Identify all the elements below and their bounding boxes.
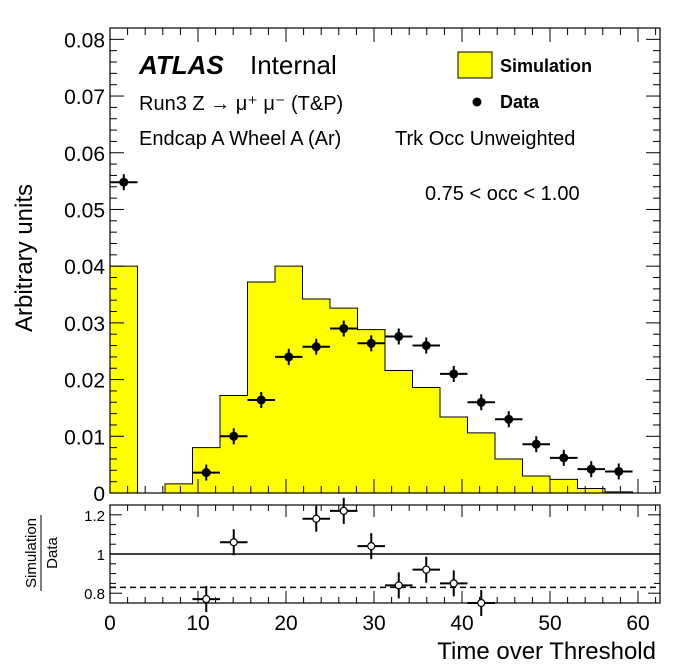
ratio-y-label-denominator: Data (44, 537, 61, 569)
y-axis-label: Arbitrary units (11, 184, 38, 332)
ratio-points (192, 497, 495, 616)
data-point (229, 431, 239, 441)
simulation-bar (440, 417, 468, 493)
legend-data-marker (472, 97, 482, 107)
y-tick-label: 0.07 (64, 86, 105, 109)
simulation-bar (275, 266, 303, 493)
ratio-panel: 0.8 1 1.2 0 10 20 30 40 50 60 Simulation Data Tim… (23, 497, 661, 665)
x-tick-label: 20 (274, 612, 297, 635)
simulation-outline (109, 265, 660, 494)
data-point (614, 466, 624, 476)
weighting-label: Trk Occ Unweighted (395, 128, 575, 150)
ratio-y-tick-label: 1 (97, 547, 105, 564)
simulation-bar (330, 308, 358, 493)
main-axis-ticks: 0 0.01 0.02 0.03 0.04 0.05 0.06 0.07 0.08 (64, 27, 660, 506)
ratio-point (449, 579, 458, 588)
ratio-y-label-numerator: Simulation (23, 518, 40, 588)
x-tick-label: 10 (186, 612, 209, 635)
simulation-bar (357, 329, 385, 493)
data-point (586, 464, 596, 474)
ratio-point (339, 506, 348, 515)
ratio-point (367, 542, 376, 551)
ratio-axis-ticks: 0.8 1 1.2 0 10 20 30 40 50 60 (84, 505, 660, 635)
data-point (504, 414, 514, 424)
ratio-point (477, 598, 486, 608)
data-point (421, 341, 431, 351)
simulation-bar (577, 488, 605, 493)
data-point (366, 338, 376, 348)
legend-simulation-swatch (457, 51, 493, 79)
simulation-bar (522, 475, 550, 493)
ratio-y-tick-label: 0.8 (84, 586, 105, 603)
y-tick-label: 0.02 (64, 370, 105, 393)
data-point (311, 342, 321, 352)
legend: Simulation Data (457, 51, 592, 112)
ratio-point (394, 581, 403, 590)
data-point (256, 395, 266, 405)
simulation-bar (495, 458, 523, 493)
y-tick-label: 0 (93, 483, 105, 506)
simulation-bar (247, 282, 275, 493)
x-tick-label: 60 (626, 612, 649, 635)
occupancy-range-label: 0.75 < occ < 1.00 (425, 183, 580, 205)
simulation-bar (385, 370, 413, 493)
ratio-y-axis-label: Simulation Data (23, 515, 61, 591)
data-point (531, 439, 541, 449)
ratio-point (202, 594, 211, 604)
simulation-bar (550, 479, 578, 493)
data-point (449, 369, 459, 379)
x-tick-label: 0 (104, 612, 116, 635)
ratio-point (422, 565, 431, 574)
data-point (394, 331, 404, 341)
simulation-bar (302, 299, 330, 493)
process-label: Run3 Z → μ⁺ μ⁻ (T&P) (139, 93, 343, 115)
internal-label: Internal (250, 50, 337, 80)
data-points (110, 174, 633, 481)
ratio-reference-lines (110, 553, 660, 589)
y-tick-label: 0.08 (64, 29, 105, 52)
y-tick-label: 0.05 (64, 199, 105, 222)
data-point (201, 468, 211, 478)
simulation-histogram (109, 265, 660, 494)
y-tick-label: 0.06 (64, 143, 105, 166)
data-point (339, 324, 349, 334)
region-label: Endcap A Wheel A (Ar) (139, 128, 341, 150)
data-point (284, 352, 294, 362)
ratio-point (229, 538, 238, 547)
data-point (559, 453, 569, 463)
y-tick-label: 0.01 (64, 426, 105, 449)
simulation-bar (412, 387, 440, 493)
x-tick-label: 30 (362, 612, 385, 635)
legend-data-label: Data (500, 92, 540, 112)
ratio-point (312, 514, 321, 523)
y-tick-label: 0.04 (64, 256, 105, 279)
y-tick-label: 0.03 (64, 313, 105, 336)
ratio-y-tick-label: 1.2 (84, 508, 105, 525)
legend-simulation-label: Simulation (500, 56, 592, 76)
main-panel: 0 0.01 0.02 0.03 0.04 0.05 0.06 0.07 0.08 Arbitr… (11, 27, 661, 506)
x-tick-label: 40 (450, 612, 473, 635)
x-tick-label: 50 (538, 612, 561, 635)
data-point (476, 397, 486, 407)
data-point (119, 177, 129, 187)
simulation-bar (165, 483, 193, 493)
main-frame (109, 27, 661, 494)
x-axis-label: Time over Threshold (437, 638, 656, 665)
simulation-bar (467, 432, 495, 493)
atlas-label: ATLAS (138, 50, 224, 80)
